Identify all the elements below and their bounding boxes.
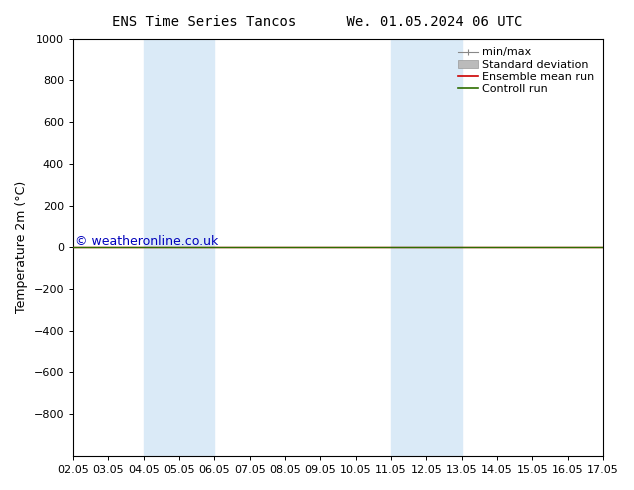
Legend: min/max, Standard deviation, Ensemble mean run, Controll run: min/max, Standard deviation, Ensemble me… [454,44,598,98]
Text: ENS Time Series Tancos      We. 01.05.2024 06 UTC: ENS Time Series Tancos We. 01.05.2024 06… [112,15,522,29]
Text: © weatheronline.co.uk: © weatheronline.co.uk [75,235,218,248]
Y-axis label: Temperature 2m (°C): Temperature 2m (°C) [15,181,28,314]
Bar [391,39,462,456]
Bar [144,39,214,456]
